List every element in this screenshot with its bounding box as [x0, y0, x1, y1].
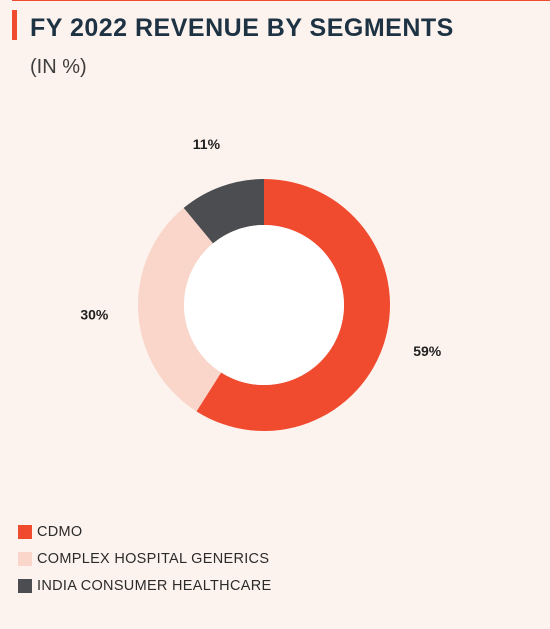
legend-swatch — [18, 579, 32, 593]
data-label: 11% — [193, 136, 221, 152]
donut-chart: 59% 30% 11% — [80, 136, 442, 431]
title-accent-bar — [12, 10, 17, 40]
data-label: 59% — [413, 343, 442, 359]
legend-item-cdmo: CDMO — [18, 520, 271, 544]
legend-label: CDMO — [37, 524, 83, 540]
chart-legend: CDMO COMPLEX HOSPITAL GENERICS INDIA CON… — [18, 520, 271, 601]
donut-slice-complex-hospital-generics — [137, 207, 222, 412]
legend-item-complex-hospital-generics: COMPLEX HOSPITAL GENERICS — [18, 547, 271, 571]
legend-swatch — [18, 525, 32, 539]
legend-swatch — [18, 552, 32, 566]
chart-title: FY 2022 REVENUE BY SEGMENTS — [30, 14, 454, 42]
donut-hole — [184, 225, 344, 385]
legend-label: COMPLEX HOSPITAL GENERICS — [37, 551, 270, 567]
data-label: 30% — [80, 306, 109, 322]
donut-slice-india-consumer-healthcare — [183, 179, 264, 244]
top-rule — [12, 0, 550, 1]
legend-label: INDIA CONSUMER HEALTHCARE — [37, 578, 272, 594]
chart-subtitle: (IN %) — [30, 56, 87, 78]
legend-item-india-consumer-healthcare: INDIA CONSUMER HEALTHCARE — [18, 574, 271, 598]
donut-slice-cdmo — [196, 179, 390, 431]
